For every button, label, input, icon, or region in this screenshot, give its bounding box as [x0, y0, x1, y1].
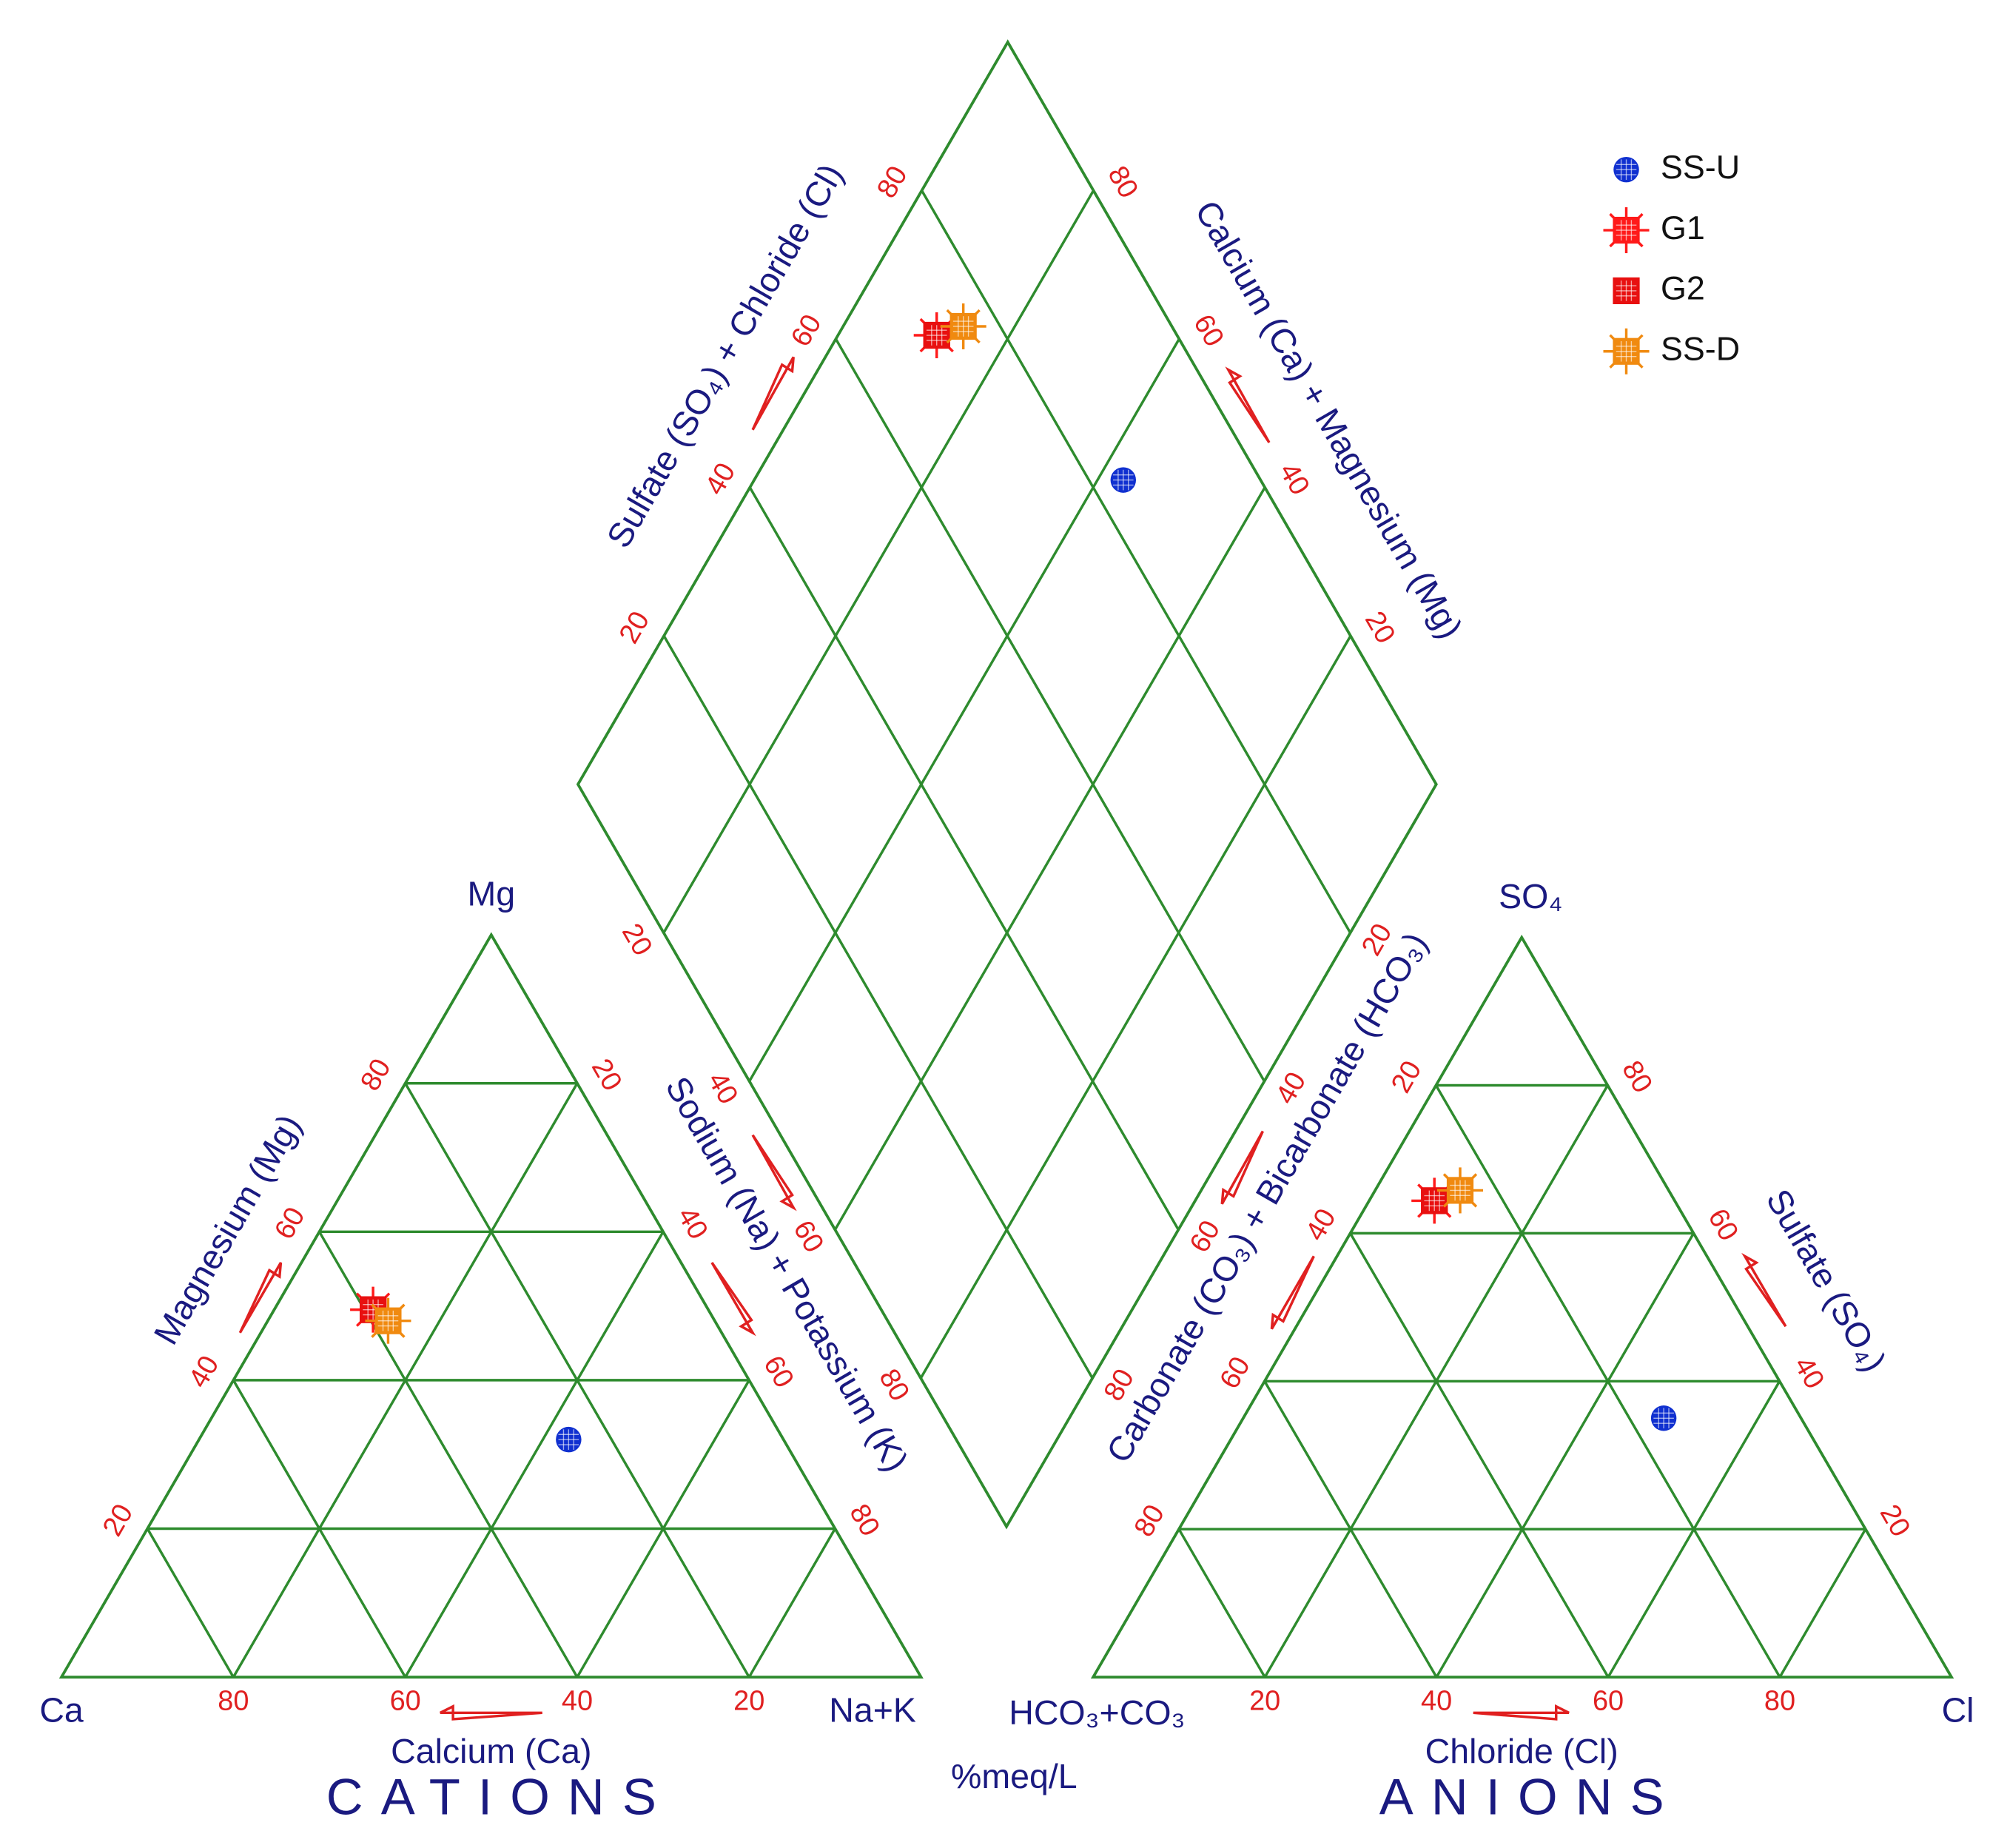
tick-label: 20 — [1385, 1055, 1428, 1098]
grid-line — [1778, 1528, 1867, 1678]
tick-label: 80 — [1101, 161, 1143, 204]
tick-label: 80 — [871, 161, 913, 204]
data-point — [1421, 1187, 1448, 1214]
tick-label: 40 — [671, 1202, 713, 1245]
anions-label: ANIONS — [1379, 1768, 1682, 1825]
grid-line — [1349, 1232, 1610, 1678]
tick-label: 40 — [1421, 1686, 1452, 1717]
tick-label: 20 — [585, 1054, 628, 1097]
tick-label: 40 — [1300, 1203, 1342, 1246]
cations-label: CATIONS — [326, 1768, 674, 1825]
tick-label: 20 — [97, 1499, 139, 1542]
arrow — [1270, 1255, 1315, 1330]
data-point — [1110, 467, 1137, 493]
grid-line — [1263, 1380, 1438, 1678]
arrow — [1220, 1130, 1264, 1205]
legend-label: SS-D — [1661, 331, 1740, 368]
axis-title: Calcium (Ca) + Magnesium (Mg) — [1188, 194, 1470, 645]
corner-label: Na+K — [829, 1691, 916, 1730]
tick-label: 80 — [354, 1054, 397, 1097]
tick-label: 40 — [1273, 458, 1315, 501]
data-point — [365, 1297, 411, 1344]
grid-line — [146, 1528, 235, 1678]
arrow — [238, 1262, 283, 1334]
grid-line — [576, 1380, 750, 1678]
grid-line — [232, 1380, 407, 1678]
tick-label: 60 — [1701, 1203, 1744, 1246]
grid-line — [748, 486, 1180, 1231]
tick-label: 40 — [699, 458, 742, 501]
tick-label: 20 — [1874, 1499, 1916, 1542]
tick-label: 80 — [1616, 1055, 1658, 1098]
outline — [1090, 934, 1954, 1679]
arrow — [1225, 366, 1271, 443]
axis-title: Sodium (Na) + Potassium (K) — [658, 1070, 915, 1478]
tick-label: 20 — [616, 918, 658, 961]
tick-label: 80 — [1764, 1686, 1795, 1717]
tick-label: 60 — [269, 1202, 311, 1245]
grid-line — [318, 1231, 579, 1678]
data-point — [1613, 156, 1639, 183]
tick-label: 60 — [1593, 1686, 1624, 1717]
legend-label: G2 — [1661, 270, 1705, 307]
corner-label: HCO₃+CO₃ — [1009, 1693, 1185, 1732]
units-label: %meq/L — [951, 1757, 1078, 1795]
tick-label: 60 — [757, 1351, 799, 1394]
arrow — [751, 1134, 797, 1212]
data-point — [1613, 277, 1640, 304]
tick-label: 20 — [1359, 606, 1401, 649]
data-point — [940, 303, 986, 350]
tick-label: 80 — [1129, 1499, 1171, 1542]
tick-label: 20 — [1249, 1686, 1280, 1717]
arrow — [710, 1262, 756, 1337]
grid-line — [1435, 1232, 1695, 1678]
grid-line — [748, 338, 1180, 1082]
grid-line — [833, 486, 1266, 1231]
corner-label: Ca — [39, 1691, 84, 1730]
arrow — [1473, 1704, 1570, 1721]
tick-label: 80 — [843, 1499, 885, 1542]
arrow — [440, 1704, 542, 1721]
arrow — [751, 356, 795, 431]
outline — [58, 932, 924, 1679]
data-point — [556, 1426, 582, 1453]
tick-label: 60 — [390, 1686, 421, 1717]
axis-title: Sulfate (SO₄) — [1759, 1183, 1894, 1378]
grid-line — [834, 338, 1265, 1082]
tick-label: 40 — [562, 1686, 593, 1717]
grid-line — [662, 189, 1095, 934]
grid-line — [662, 635, 1094, 1380]
legend-label: SS-U — [1661, 149, 1740, 186]
tick-label: 40 — [1788, 1351, 1830, 1394]
tick-label: 40 — [183, 1351, 225, 1394]
corner-label: Cl — [1942, 1691, 1974, 1730]
legend-label: G1 — [1661, 209, 1705, 246]
axis-title: Calcium (Ca) — [391, 1732, 591, 1770]
grid-line — [921, 189, 1352, 934]
outline — [576, 39, 1438, 1530]
corner-label: Mg — [468, 875, 516, 913]
data-point — [1650, 1405, 1677, 1431]
axis-title: Chloride (Cl) — [1425, 1732, 1618, 1770]
grid-line — [404, 1231, 665, 1678]
tick-label: 80 — [218, 1686, 249, 1717]
direction-arrows — [238, 356, 1787, 1721]
data-point — [1603, 207, 1650, 254]
tick-label: 20 — [614, 606, 656, 649]
grid-line — [1607, 1380, 1781, 1678]
grid-line — [1177, 1528, 1266, 1678]
tick-label: 60 — [1214, 1351, 1256, 1394]
corner-label: SO₄ — [1499, 877, 1562, 915]
data-point — [1436, 1167, 1484, 1214]
tick-label: 20 — [733, 1686, 764, 1717]
arrow — [1741, 1252, 1787, 1328]
tick-label: 60 — [1187, 309, 1229, 352]
grid-line — [919, 635, 1352, 1380]
grid-line — [747, 1528, 836, 1678]
data-point — [1603, 328, 1650, 374]
tick-label: 60 — [785, 309, 827, 352]
